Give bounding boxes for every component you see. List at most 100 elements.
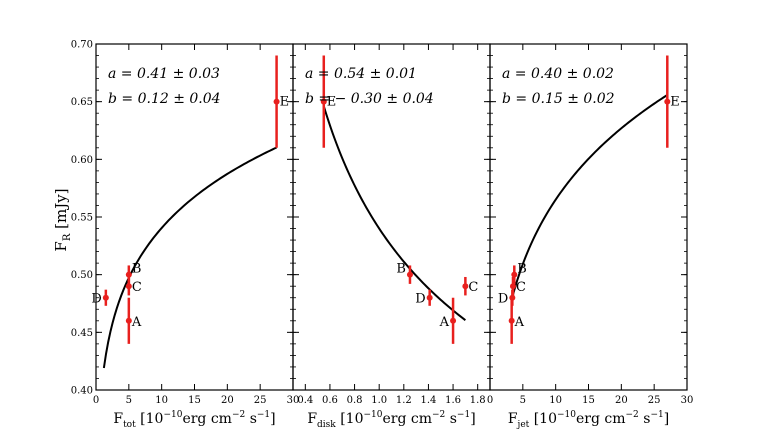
y-tick-label: 0.65 (71, 97, 93, 108)
data-point-D (509, 294, 516, 301)
xlabel-part: −1 (457, 410, 470, 420)
panel-tot-annotation: b = 0.12 ± 0.04 (108, 91, 221, 107)
x-tick-label: 10 (549, 395, 562, 406)
data-point-E (320, 98, 327, 105)
point-label-C: C (516, 280, 526, 295)
xlabel-part: [10 (136, 411, 164, 427)
point-label-B: B (517, 262, 527, 277)
xlabel-part: −2 (432, 410, 445, 420)
y-tick-label: 0.55 (71, 213, 93, 224)
xlabel-part: −10 (557, 410, 576, 420)
point-label-C: C (132, 280, 142, 295)
x-tick-label: 5 (126, 395, 132, 406)
panel-tot-fit-curve (102, 146, 278, 369)
xlabel-part: ] (270, 411, 275, 427)
point-label-E: E (327, 95, 337, 110)
panel-disk-xlabel: Fdisk [10−10erg cm−2 s−1] (307, 410, 475, 430)
data-point-A (508, 317, 515, 324)
panel-disk-fit-curve (322, 105, 466, 321)
x-tick-label: 20 (615, 395, 628, 406)
x-tick-label: 1.6 (445, 395, 461, 406)
y-axis-label-unit: [mJy] (52, 188, 70, 233)
data-point-A (450, 317, 457, 324)
xlabel-part: erg cm (182, 411, 232, 427)
panel-jet-annotation: b = 0.15 ± 0.02 (502, 91, 615, 107)
xlabel-part: [10 (529, 411, 557, 427)
x-tick-label: 30 (287, 395, 300, 406)
panel-jet-xlabel: Fjet [10−10erg cm−2 s−1] (508, 410, 669, 430)
y-axis-label: FR [mJy] (52, 188, 73, 251)
data-point-B (125, 271, 132, 278)
point-label-B: B (396, 262, 406, 277)
x-tick-label: 1.4 (420, 395, 436, 406)
xlabel-part: −2 (232, 410, 245, 420)
data-point-D (426, 294, 433, 301)
y-tick-label: 0.70 (71, 40, 93, 51)
point-label-D: D (91, 292, 101, 307)
x-tick-label: 10 (155, 395, 168, 406)
x-tick-label: 0 (93, 395, 99, 406)
xlabel-part: −10 (163, 410, 182, 420)
xlabel-part: ] (470, 411, 475, 427)
panel-disk-annotation: a = 0.54 ± 0.01 (305, 66, 417, 82)
point-label-A: A (514, 315, 525, 330)
x-tick-label: 1.8 (470, 395, 486, 406)
xlabel-part: jet (517, 420, 530, 430)
data-point-C (125, 283, 132, 290)
xlabel-part: −1 (650, 410, 663, 420)
y-axis-label-sub: R (62, 233, 73, 241)
panel-tot-annotation: a = 0.41 ± 0.03 (108, 66, 220, 82)
panel-disk-annotation: b = − 0.30 ± 0.04 (305, 91, 434, 107)
x-tick-label: 15 (582, 395, 595, 406)
xlabel-part: erg cm (382, 411, 432, 427)
xlabel-part: s (245, 411, 257, 427)
y-tick-label: 0.60 (71, 155, 93, 166)
xlabel-part: [10 (336, 411, 364, 427)
panel-jet: 0 5 10 15 20 25 30 Fjet [10−10erg cm−2 s−1] A BCD… (487, 43, 694, 430)
x-tick-label: 0 (487, 395, 493, 406)
xlabel-part: −2 (626, 410, 639, 420)
y-tick-label: 0.45 (71, 328, 93, 339)
point-label-A: A (439, 315, 450, 330)
xlabel-part: F (508, 411, 518, 427)
x-tick-label: 30 (681, 395, 694, 406)
x-tick-label: 1.2 (396, 395, 412, 406)
point-label-C: C (468, 280, 478, 295)
xlabel-part: −10 (363, 410, 382, 420)
xlabel-part: ] (664, 411, 669, 427)
data-point-D (102, 294, 109, 301)
y-axis-label-main: F (52, 241, 70, 251)
x-tick-label: 1.0 (371, 395, 387, 406)
x-tick-label: 5 (520, 395, 526, 406)
x-tick-label: 0.6 (322, 395, 338, 406)
data-point-E (273, 98, 280, 105)
point-label-E: E (280, 95, 290, 110)
panel-tot-xlabel: Ftot [10−10erg cm−2 s−1] (113, 410, 275, 430)
point-label-B: B (132, 262, 142, 277)
x-tick-label: 25 (648, 395, 661, 406)
point-label-A: A (131, 315, 142, 330)
data-point-E (664, 98, 671, 105)
point-label-D: D (415, 292, 425, 307)
x-tick-label: 0.8 (347, 395, 363, 406)
x-tick-label: 20 (221, 395, 234, 406)
point-label-E: E (670, 95, 680, 110)
panel-jet-annotation: a = 0.40 ± 0.02 (502, 66, 614, 82)
xlabel-part: disk (317, 420, 336, 430)
xlabel-part: F (113, 411, 123, 427)
x-tick-label: 25 (254, 395, 267, 406)
xlabel-part: s (445, 411, 457, 427)
xlabel-part: s (639, 411, 651, 427)
xlabel-part: erg cm (576, 411, 626, 427)
y-tick-label: 0.50 (71, 270, 93, 281)
x-tick-label: 0.4 (297, 395, 313, 406)
data-point-A (125, 317, 132, 324)
x-tick-label: 15 (188, 395, 201, 406)
y-tick-label: 0.40 (71, 386, 93, 397)
panels: 0.400.450.500.550.600.650.700 5 10 15 20 25 30… (71, 40, 694, 431)
data-point-C (462, 283, 469, 290)
panel-jet-fit-curve (510, 94, 668, 300)
point-label-D: D (498, 292, 508, 307)
